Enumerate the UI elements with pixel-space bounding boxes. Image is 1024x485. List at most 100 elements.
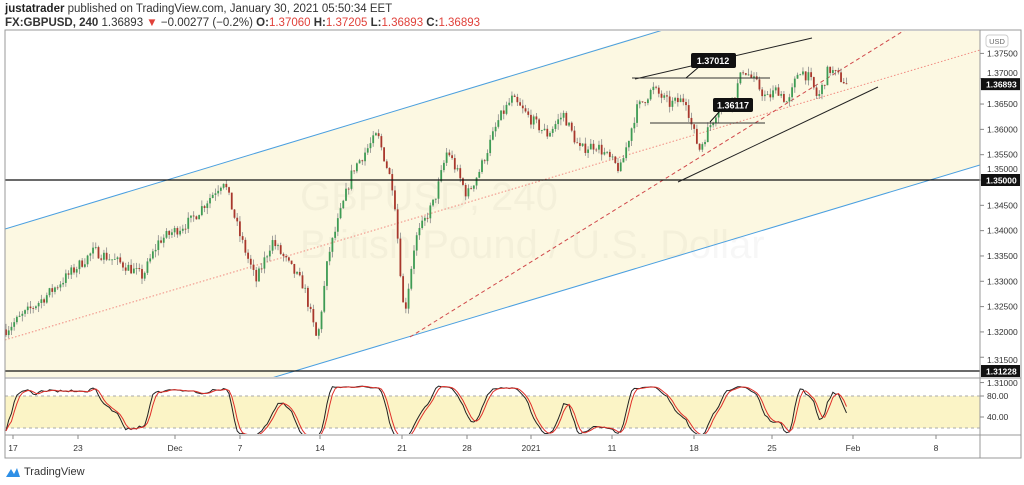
currency-badge[interactable]: USD bbox=[985, 34, 1009, 48]
candle-down bbox=[315, 322, 317, 336]
candle-down bbox=[676, 97, 679, 103]
time-tick-label: 23 bbox=[73, 443, 83, 453]
candle-up bbox=[37, 302, 40, 307]
candle-down bbox=[695, 128, 698, 144]
candle-down bbox=[842, 82, 845, 84]
candle-up bbox=[78, 260, 81, 270]
candle-down bbox=[524, 108, 527, 112]
time-tick-label: 7 bbox=[238, 443, 243, 453]
watermark-symbol: GBPUSD, 240 bbox=[300, 175, 558, 219]
candle-down bbox=[385, 161, 388, 168]
oscillator-axis[interactable]: 80.00 40.00 bbox=[980, 391, 1009, 422]
candle-up bbox=[611, 156, 614, 158]
candle-up bbox=[807, 72, 810, 81]
candle-up bbox=[334, 231, 337, 238]
candle-up bbox=[407, 288, 410, 309]
candle-up bbox=[540, 130, 543, 131]
candle-down bbox=[516, 96, 519, 103]
candle-up bbox=[45, 295, 48, 303]
candle-up bbox=[532, 116, 535, 125]
candle-down bbox=[565, 112, 568, 126]
candle-down bbox=[644, 102, 647, 104]
candle-up bbox=[304, 287, 307, 289]
candle-down bbox=[100, 258, 103, 260]
candle-up bbox=[704, 142, 706, 145]
publish-text: published on TradingView.com, January 30… bbox=[67, 3, 393, 15]
candle-down bbox=[519, 102, 521, 106]
candle-up bbox=[277, 245, 279, 247]
open-label: O: bbox=[256, 17, 269, 29]
candle-down bbox=[176, 228, 179, 235]
candle-down bbox=[309, 306, 312, 310]
candle-down bbox=[73, 267, 75, 273]
candle-up bbox=[7, 330, 10, 336]
price-axis[interactable]: 1.37500 1.37000 1.36500 1.36000 1.35500 1.350… bbox=[980, 48, 1020, 388]
candle-down bbox=[783, 94, 785, 102]
time-axis[interactable]: 17 23 Dec 7 14 21 28 2021 11 18 25 Feb 8 bbox=[8, 435, 939, 453]
candle-up bbox=[211, 194, 214, 199]
candle-down bbox=[380, 136, 383, 148]
candle-up bbox=[630, 128, 633, 141]
wedge-lower-line[interactable] bbox=[677, 86, 879, 183]
candle-down bbox=[815, 87, 818, 96]
price-marker-label: 1.36893 bbox=[986, 80, 1017, 90]
candle-down bbox=[285, 256, 288, 258]
dashed-trendline[interactable] bbox=[409, 30, 905, 338]
candle-down bbox=[377, 133, 380, 137]
candle-down bbox=[834, 70, 837, 71]
candle-down bbox=[282, 253, 285, 257]
candle-up bbox=[568, 122, 570, 126]
candle-up bbox=[24, 310, 26, 314]
candle-up bbox=[151, 251, 154, 259]
symbol-info: FX:GBPUSD, 240 1.36893 ▼ −0.00277 (−0.2%… bbox=[5, 17, 480, 29]
candle-down bbox=[641, 101, 644, 103]
candle-up bbox=[481, 160, 483, 172]
channel-upper-line[interactable] bbox=[5, 30, 663, 230]
candle-up bbox=[445, 152, 448, 163]
candle-up bbox=[747, 74, 750, 76]
channel-lower-line[interactable] bbox=[255, 164, 980, 383]
candle-down bbox=[462, 178, 464, 185]
candle-up bbox=[443, 162, 445, 171]
candle-down bbox=[287, 257, 290, 261]
callout-1.37012[interactable]: 1.37012 bbox=[685, 53, 736, 79]
candle-down bbox=[252, 264, 255, 270]
candle-down bbox=[750, 74, 753, 78]
last-price: 1.36893 bbox=[101, 17, 144, 29]
channel-midline[interactable] bbox=[5, 49, 980, 341]
candle-up bbox=[788, 97, 791, 102]
candle-up bbox=[10, 326, 13, 331]
candle-down bbox=[244, 239, 247, 253]
candle-down bbox=[744, 73, 747, 75]
tradingview-logo[interactable]: TradingView bbox=[5, 466, 85, 478]
candle-up bbox=[671, 100, 674, 107]
candle-up bbox=[456, 168, 459, 170]
candle-down bbox=[298, 271, 301, 276]
candle-up bbox=[146, 261, 149, 273]
candle-up bbox=[736, 83, 739, 98]
candle-up bbox=[636, 104, 638, 123]
candle-up bbox=[701, 144, 704, 150]
candle-up bbox=[826, 66, 829, 86]
candle-down bbox=[81, 260, 84, 267]
candle-up bbox=[554, 124, 557, 129]
candle-down bbox=[192, 215, 195, 217]
callout-1.36117[interactable]: 1.36117 bbox=[709, 98, 753, 123]
price-pane[interactable]: GBPUSD, 240 British Pound / U.S. Dollar … bbox=[5, 30, 980, 383]
candle-up bbox=[326, 261, 328, 286]
candle-up bbox=[831, 70, 834, 73]
candle-down bbox=[122, 262, 124, 268]
candle-up bbox=[358, 160, 361, 164]
author-name[interactable]: justatrader bbox=[5, 3, 65, 15]
oscillator-pane[interactable] bbox=[5, 385, 980, 437]
candle-up bbox=[92, 247, 94, 254]
candle-down bbox=[546, 128, 549, 137]
candle-up bbox=[187, 217, 190, 229]
candle-down bbox=[274, 240, 277, 247]
candle-down bbox=[195, 216, 198, 220]
candle-down bbox=[761, 89, 764, 97]
candle-down bbox=[570, 122, 573, 131]
candle-down bbox=[130, 264, 133, 274]
price-tick-label: 1.37500 bbox=[987, 48, 1018, 58]
